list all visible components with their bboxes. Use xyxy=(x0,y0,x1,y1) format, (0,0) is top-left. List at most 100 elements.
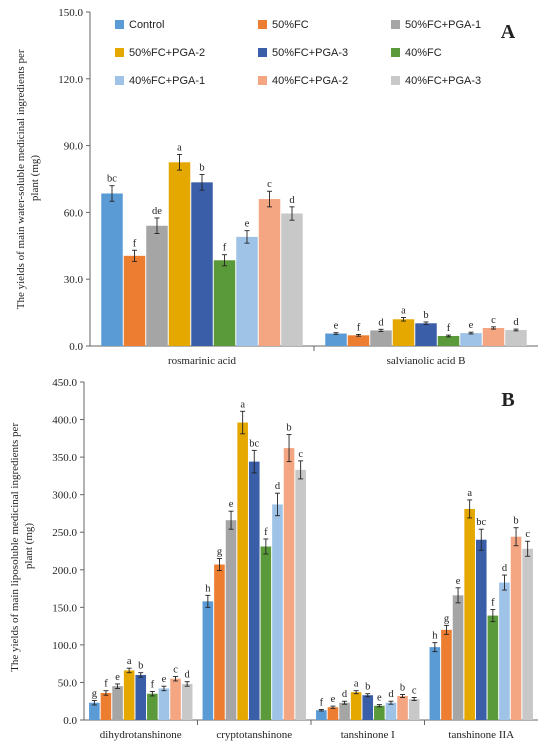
y-tick-label: 0.0 xyxy=(69,341,83,353)
bar xyxy=(236,236,258,346)
y-tick-label: 400.0 xyxy=(52,415,77,427)
legend-label: 50%FC xyxy=(272,19,309,31)
bar xyxy=(316,710,327,720)
data-label: d xyxy=(378,317,384,328)
legend-label: 50%FC+PGA-1 xyxy=(405,19,481,31)
bar xyxy=(100,692,112,720)
data-label: b xyxy=(423,310,428,321)
bar xyxy=(397,695,408,720)
x-tick-label: tanshinone I xyxy=(341,729,395,741)
bar xyxy=(370,330,392,346)
x-tick-label: cryptotanshinone xyxy=(216,729,292,741)
data-label: b xyxy=(365,682,370,693)
data-label: d xyxy=(513,317,519,328)
bar xyxy=(385,702,397,720)
data-label: a xyxy=(240,399,245,410)
data-label: f xyxy=(491,598,495,609)
legend-label: 40%FC+PGA-3 xyxy=(405,75,481,87)
legend-label: 50%FC+PGA-3 xyxy=(272,47,348,59)
bar xyxy=(487,615,499,720)
data-label: e xyxy=(229,499,234,510)
panel-b-ylabel: The yields of main liposoluble medicinal… xyxy=(9,420,35,672)
data-label: bc xyxy=(249,438,259,449)
bar xyxy=(260,546,272,720)
data-label: b xyxy=(513,516,518,527)
legend-swatch xyxy=(258,48,267,57)
data-label: f xyxy=(104,679,108,690)
panel-a-letter: A xyxy=(501,21,516,43)
bar xyxy=(213,260,236,346)
y-tick-label: 50.0 xyxy=(58,677,78,689)
bar xyxy=(258,199,281,346)
bar xyxy=(89,702,100,720)
x-tick-label: rosmarinic acid xyxy=(168,355,237,367)
data-label: a xyxy=(177,143,182,154)
data-label: f xyxy=(264,527,268,538)
bar xyxy=(452,595,464,720)
data-label: d xyxy=(342,689,348,700)
y-tick-label: 150.0 xyxy=(52,602,77,614)
data-label: f xyxy=(151,679,155,690)
data-label: e xyxy=(469,320,474,331)
bar xyxy=(408,698,420,720)
panel-a: A The yields of main water-soluble medic… xyxy=(15,7,538,367)
panel-b-ylabel-line1: The yields of main liposoluble medicinal… xyxy=(9,423,21,672)
bar xyxy=(181,683,193,720)
bar xyxy=(123,670,135,720)
data-label: d xyxy=(502,563,508,574)
data-label: c xyxy=(491,315,496,326)
bar xyxy=(522,548,533,720)
y-tick-label: 450.0 xyxy=(52,377,77,389)
bar xyxy=(123,255,146,346)
data-label: e xyxy=(115,672,120,683)
bar xyxy=(437,335,460,346)
bar xyxy=(350,692,362,720)
data-label: a xyxy=(401,305,406,316)
bar xyxy=(362,695,374,720)
bar xyxy=(475,539,487,720)
data-label: e xyxy=(456,576,461,587)
panel-a-ylabel: The yields of main water-soluble medicin… xyxy=(15,47,41,309)
data-label: e xyxy=(331,694,336,705)
data-label: c xyxy=(298,449,303,460)
data-label: b xyxy=(199,163,204,174)
data-label: g xyxy=(217,547,223,558)
data-label: bc xyxy=(476,517,486,528)
bar xyxy=(505,329,527,346)
legend-swatch xyxy=(115,20,124,29)
legend-swatch xyxy=(258,20,267,29)
bar xyxy=(392,319,415,346)
bar xyxy=(281,213,303,346)
bar xyxy=(283,448,295,720)
y-tick-label: 0.0 xyxy=(63,715,77,727)
data-label: bc xyxy=(107,174,117,185)
bar xyxy=(170,678,181,720)
y-tick-label: 30.0 xyxy=(64,274,84,286)
bar xyxy=(237,422,248,720)
bar xyxy=(339,702,350,720)
bar xyxy=(441,629,452,720)
bar xyxy=(147,693,158,720)
bar xyxy=(460,333,482,346)
x-tick-label: dihydrotanshinone xyxy=(100,729,182,741)
bar xyxy=(347,335,370,346)
data-label: f xyxy=(133,238,137,249)
data-label: e xyxy=(162,674,167,685)
bar xyxy=(295,469,306,720)
legend-label: 40%FC+PGA-1 xyxy=(129,75,205,87)
bar xyxy=(499,582,510,720)
bar xyxy=(202,601,214,720)
data-label: f xyxy=(320,697,324,708)
bar xyxy=(135,674,147,720)
bar xyxy=(272,504,283,720)
data-label: d xyxy=(185,670,191,681)
bar xyxy=(464,508,475,720)
bar xyxy=(225,520,237,720)
legend-swatch xyxy=(391,76,400,85)
data-label: h xyxy=(432,631,438,642)
bar xyxy=(327,707,339,720)
panel-b: B The yields of main liposoluble medicin… xyxy=(9,377,538,741)
bar xyxy=(482,327,505,346)
data-label: g xyxy=(444,613,450,624)
data-label: e xyxy=(245,219,250,230)
